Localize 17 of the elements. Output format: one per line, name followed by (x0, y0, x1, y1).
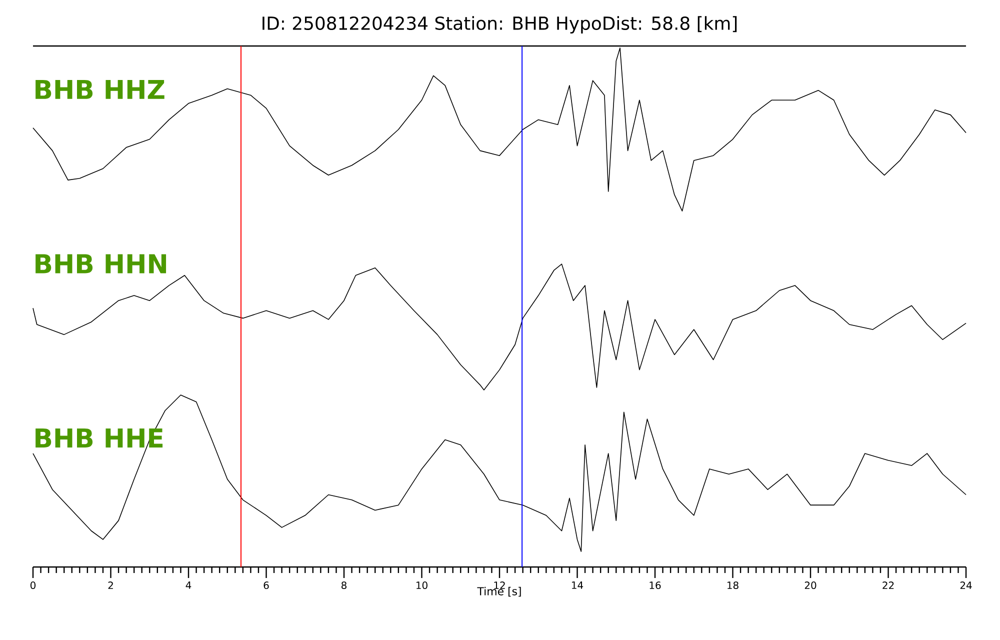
x-tick-label: 2 (108, 582, 113, 589)
x-tick-label: 18 (728, 582, 738, 590)
x-tick-label: 8 (342, 582, 346, 590)
annotation: BHB HHZ (36, 80, 164, 99)
annotation: BHB HHN (36, 254, 166, 274)
x-tick-label: 10 (416, 582, 428, 590)
x-tick-label: 24 (960, 582, 972, 589)
x-tick-label: 0 (30, 582, 36, 590)
x-tick-label: 12 (494, 582, 505, 589)
x-tick-label: 22 (882, 582, 894, 589)
x-axis-title: Time [s] (477, 586, 521, 597)
x-tick-label: 14 (572, 582, 584, 589)
chart-title: ID: 250812204234 Station: BHB HypoDist: 58.8 [km] (262, 16, 737, 34)
x-tick-label: 4 (186, 582, 192, 589)
x-tick-label: 6 (264, 582, 269, 590)
x-tick-label: 20 (804, 582, 816, 590)
x-tick-label: 16 (650, 582, 661, 590)
